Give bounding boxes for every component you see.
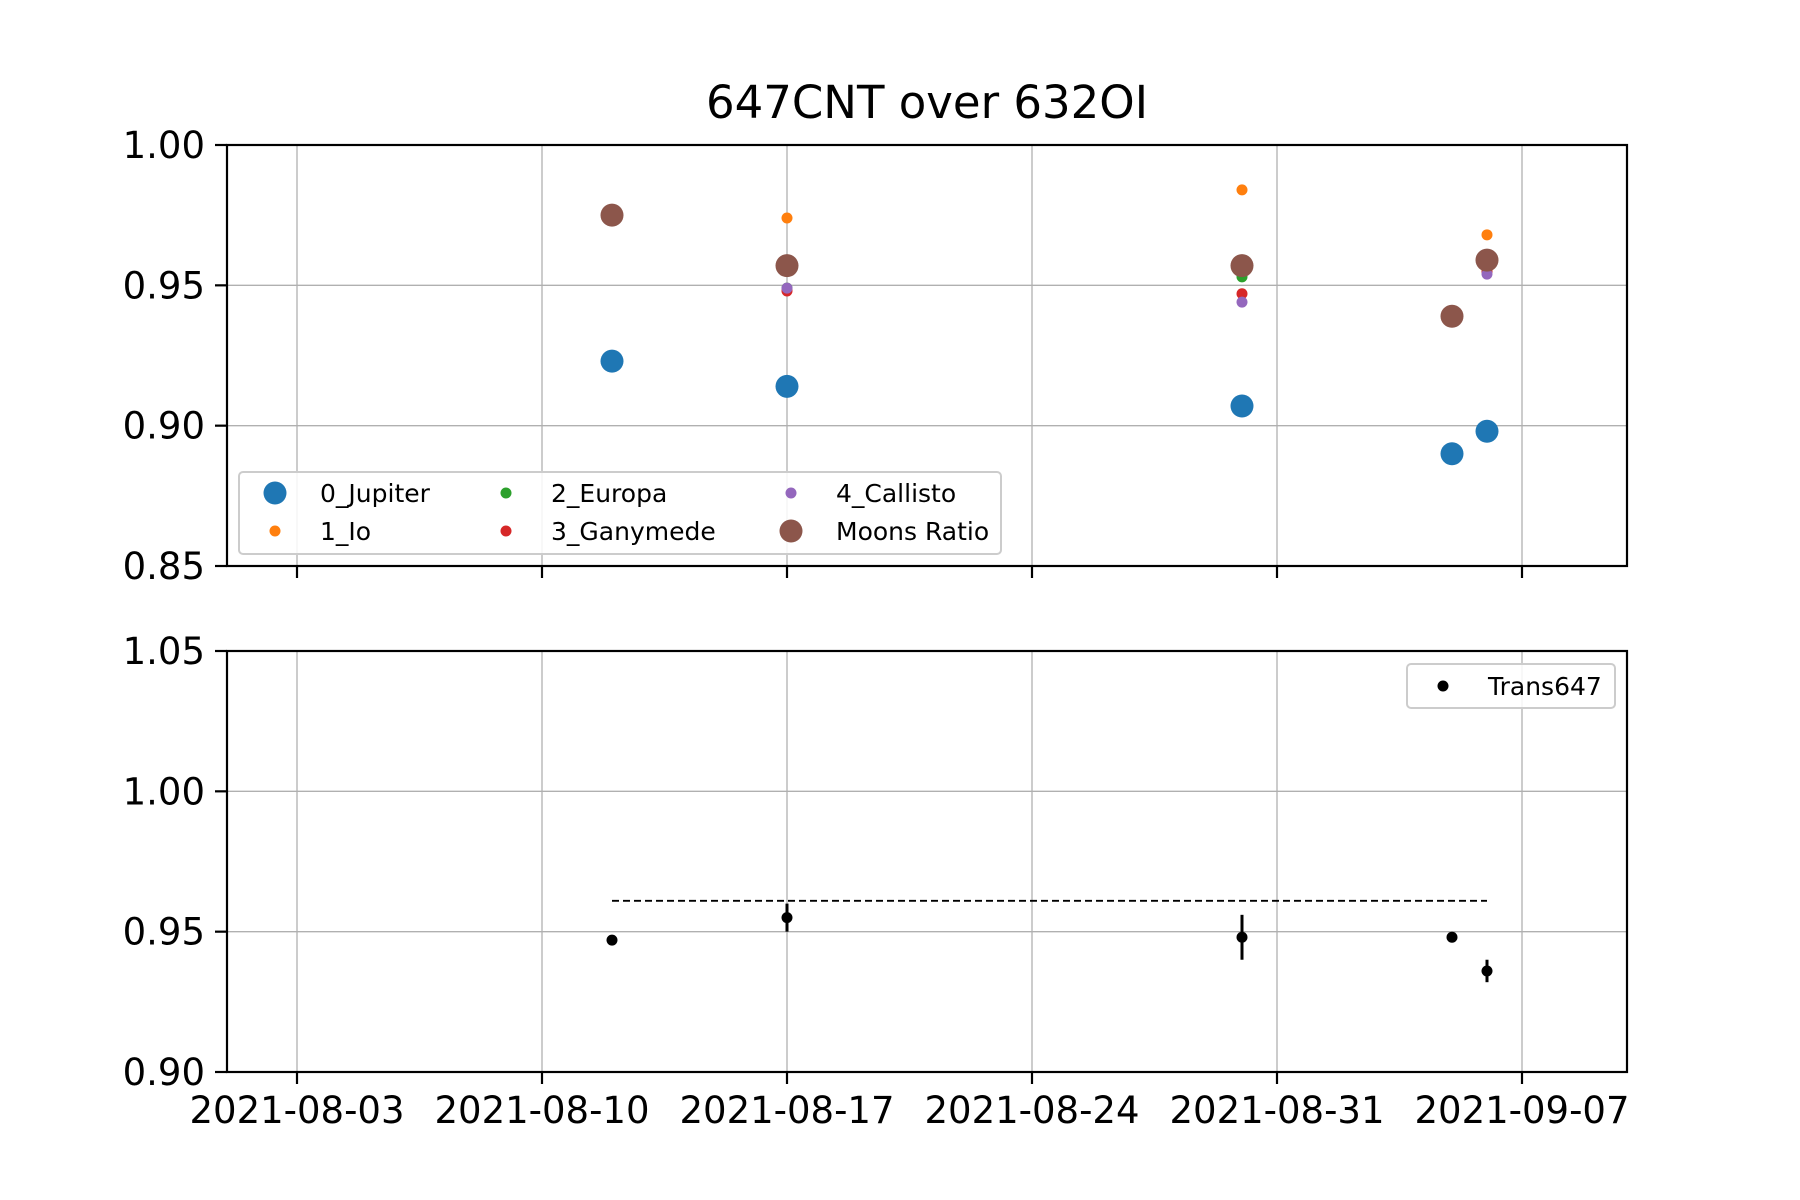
legend-marker xyxy=(500,525,512,537)
top-y-tick-label: 0.95 xyxy=(123,264,205,307)
bottom-x-tick-label: 2021-08-03 xyxy=(189,1089,404,1132)
top-data-point-moons-ratio xyxy=(600,203,624,227)
bottom-y-tick-label: 0.90 xyxy=(123,1051,205,1094)
legend-label: Trans647 xyxy=(1487,672,1602,701)
legend-marker xyxy=(779,519,803,543)
bottom-y-tick-label: 1.00 xyxy=(123,770,205,813)
legend-marker xyxy=(785,487,797,499)
bottom-x-tick-label: 2021-08-10 xyxy=(434,1089,649,1132)
top-data-point-0-jupiter xyxy=(1230,394,1254,418)
top-data-point-3-ganymede xyxy=(1236,288,1248,300)
top-data-point-4-callisto xyxy=(781,282,793,294)
top-data-point-4-callisto xyxy=(1481,268,1493,280)
legend-frame xyxy=(238,471,1002,555)
legend-label: 3_Ganymede xyxy=(551,517,716,546)
legend-frame xyxy=(1406,663,1616,709)
top-data-point-0-jupiter xyxy=(775,374,799,398)
bottom-axes-frame xyxy=(225,649,1629,1074)
bottom-panel: 2021-08-03 2021-08-10 2021-08-17 2021-08-24… xyxy=(123,630,1630,1132)
legend-label: 0_Jupiter xyxy=(320,479,431,508)
top-legend: 0_Jupiter 1_Io 2_Europa 3_Ganymede 4_Callist… xyxy=(238,471,1002,555)
top-data-point-moons-ratio xyxy=(1230,254,1254,278)
bottom-x-tick-label: 2021-08-31 xyxy=(1169,1089,1384,1132)
top-data-point-0-jupiter xyxy=(1440,442,1464,466)
bottom-legend: Trans647 xyxy=(1406,663,1616,709)
bottom-x-tick-label: 2021-08-24 xyxy=(924,1089,1139,1132)
chart-title: 647CNT over 632OI xyxy=(706,76,1148,129)
legend-marker xyxy=(263,481,287,505)
legend-label: Moons Ratio xyxy=(836,517,989,546)
bottom-data-point-trans647 xyxy=(1481,965,1493,977)
top-data-point-1-io xyxy=(781,212,793,224)
top-data-point-0-jupiter xyxy=(600,349,624,373)
legend-label: 4_Callisto xyxy=(836,479,956,508)
top-data-point-1-io xyxy=(1236,184,1248,196)
top-data-point-1-io xyxy=(1481,229,1493,241)
bottom-y-tick-label: 0.95 xyxy=(123,911,205,954)
top-y-tick-label: 1.00 xyxy=(123,124,205,167)
bottom-x-tick-label: 2021-09-07 xyxy=(1414,1089,1629,1132)
bottom-x-tick-label: 2021-08-17 xyxy=(679,1089,894,1132)
bottom-y-tick-label: 1.05 xyxy=(123,630,205,673)
legend-label: 2_Europa xyxy=(551,479,667,508)
legend-marker xyxy=(500,487,512,499)
bottom-data-point-trans647 xyxy=(1446,931,1458,943)
top-data-point-0-jupiter xyxy=(1475,419,1499,443)
legend-marker xyxy=(269,525,281,537)
top-panel: 0.85 0.90 0.95 1.00 0_Jupiter 1_Io 2_Europa 3_G… xyxy=(123,124,1629,588)
top-axes-frame xyxy=(225,143,1629,568)
top-data-point-moons-ratio xyxy=(1440,304,1464,328)
top-y-tick-label: 0.90 xyxy=(123,405,205,448)
bottom-data-point-trans647 xyxy=(781,912,793,924)
top-data-point-moons-ratio xyxy=(1475,248,1499,272)
legend-label: 1_Io xyxy=(320,517,371,546)
bottom-data-point-trans647 xyxy=(606,934,618,946)
legend-marker xyxy=(1437,680,1449,692)
bottom-data-point-trans647 xyxy=(1236,931,1248,943)
top-y-tick-label: 0.85 xyxy=(123,545,205,588)
top-data-point-4-callisto xyxy=(1236,296,1248,308)
top-data-point-moons-ratio xyxy=(775,254,799,278)
